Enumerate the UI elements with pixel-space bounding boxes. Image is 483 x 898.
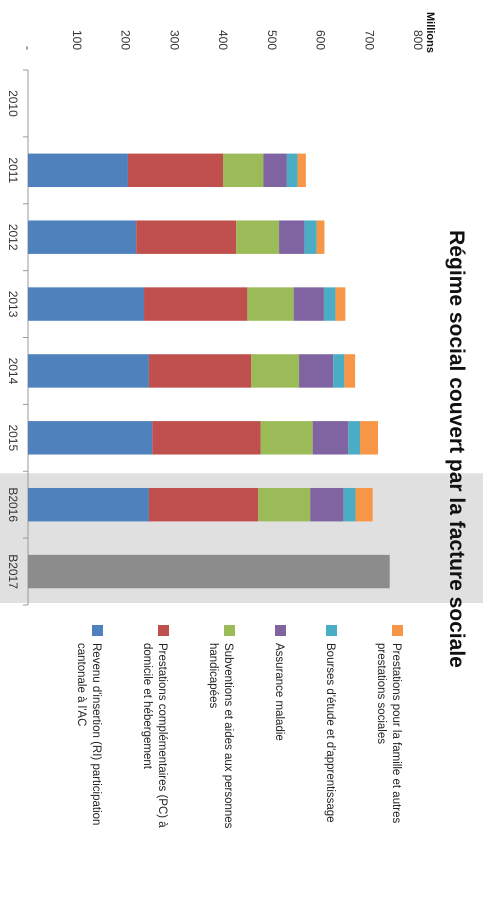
legend-label: Revenu d'insertion (RI) participation xyxy=(90,643,102,825)
bar-segment xyxy=(299,354,334,388)
bar-segment xyxy=(148,487,259,522)
x-tick-label: 2011 xyxy=(6,157,20,183)
bar-segment xyxy=(355,487,373,522)
x-tick-label: B2016 xyxy=(6,487,20,522)
x-tick-label: 2015 xyxy=(6,424,20,451)
x-tick-label: 2014 xyxy=(6,358,20,385)
bar-segment xyxy=(27,354,149,388)
bar-segment xyxy=(348,421,360,455)
bar-segment xyxy=(316,220,325,254)
bar-segment xyxy=(297,153,306,188)
bar-segment xyxy=(28,421,153,455)
bar-segment xyxy=(152,421,261,455)
y-tick-label: - xyxy=(21,46,35,50)
y-axis-ticks: - 100 200 300 400 500 600 700 800 xyxy=(21,30,425,50)
x-tick-label: 2010 xyxy=(6,90,20,117)
bar-segment xyxy=(359,421,379,455)
bar-segment xyxy=(127,153,223,188)
y-tick-label: 300 xyxy=(167,30,181,50)
bar-segment xyxy=(323,287,336,321)
legend-label: prestations sociales xyxy=(375,643,387,744)
x-tick-label: 2012 xyxy=(6,224,20,251)
x-tick-label: B2017 xyxy=(6,554,20,589)
legend-label: cantonale à l'AC xyxy=(75,643,87,726)
bar-segment xyxy=(148,354,252,388)
bar-segment xyxy=(27,287,145,321)
bar-segment xyxy=(28,220,137,254)
y-tick-label: 200 xyxy=(119,30,133,50)
bar-segment xyxy=(236,220,280,254)
legend-label: Subventions et aides aux personnes xyxy=(222,643,234,829)
legend-swatch xyxy=(92,625,103,636)
legend-label: handicapées xyxy=(207,643,219,708)
legend-label: Bourses d'étude et d'apprentissage xyxy=(324,643,336,823)
bar-segment xyxy=(144,287,248,321)
bar-segment xyxy=(344,354,356,388)
unit-label: Millions xyxy=(424,12,436,53)
bar-total xyxy=(27,554,390,589)
bar-segment xyxy=(304,220,317,254)
y-tick-label: 100 xyxy=(70,30,84,50)
legend-label: domicile et hébergement xyxy=(141,643,153,770)
bar-segment xyxy=(312,421,349,455)
bar-segment xyxy=(27,487,149,522)
x-axis-ticks: 2010 2011 2012 2013 2014 2015 B2016 B2017 xyxy=(6,90,20,589)
bar-segment xyxy=(251,354,300,388)
bar-segment xyxy=(286,153,298,188)
bar-segment xyxy=(247,287,294,321)
legend-label: Assurance maladie xyxy=(273,643,285,741)
bar-segment xyxy=(222,153,264,188)
bar-segment xyxy=(258,487,311,522)
y-tick-label: 700 xyxy=(362,30,376,50)
legend-swatch xyxy=(392,625,403,636)
legend-swatch xyxy=(158,625,169,636)
x-tick-label: 2013 xyxy=(6,291,20,318)
y-tick-label: 500 xyxy=(265,30,279,50)
y-tick-label: 400 xyxy=(216,30,230,50)
legend-swatch xyxy=(275,625,286,636)
bar-segment xyxy=(310,487,344,522)
y-tick-label: 600 xyxy=(314,30,328,50)
bar-segment xyxy=(343,487,356,522)
legend: Prestations pour la famille et autrespre… xyxy=(75,625,403,829)
bar-segment xyxy=(333,354,345,388)
bar-segment xyxy=(260,421,313,455)
legend-swatch xyxy=(326,625,337,636)
y-tick-label: 800 xyxy=(411,30,425,50)
legend-swatch xyxy=(224,625,235,636)
bar-area xyxy=(23,69,390,606)
legend-label: Prestations pour la famille et autres xyxy=(390,643,402,824)
chart-title: Régime social couvert par la facture soc… xyxy=(445,230,468,668)
bar-segment xyxy=(28,153,128,188)
bar-segment xyxy=(263,153,287,188)
bar-segment xyxy=(136,220,237,254)
bar-segment xyxy=(335,287,346,321)
legend-label: Prestations complémentaires (PC) à xyxy=(156,643,168,828)
bar-segment xyxy=(293,287,324,321)
bar-segment xyxy=(279,220,305,254)
